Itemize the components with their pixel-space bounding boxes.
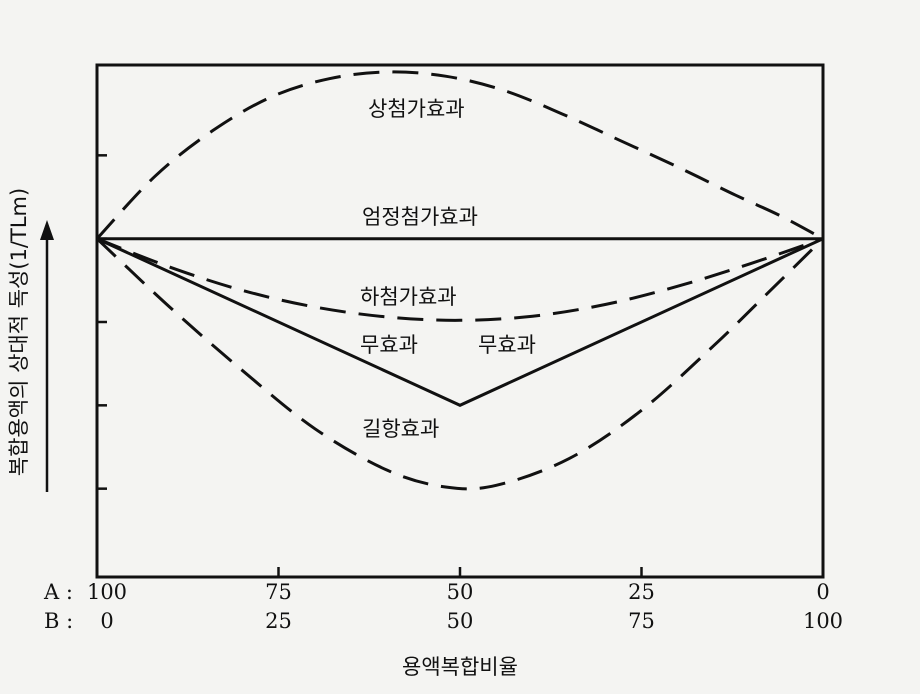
y-axis-title: 복합용액의 상대적 독성(1/TLm) [7, 188, 31, 476]
x-axis-title: 용액복합비율 [402, 655, 518, 679]
x-tick-label-a-0: 100 [87, 580, 127, 604]
curve-label-no-effect-right: 무효과 [478, 333, 536, 357]
x-tick-label-b-0: 0 [100, 609, 113, 633]
x-tick-label-a-3: 25 [628, 580, 655, 604]
curve-label-underadditive: 하첨가효과 [360, 285, 457, 309]
series-line-3 [96, 237, 824, 407]
curve-label-exact-additive: 엄정첨가효과 [362, 205, 478, 229]
curve-label-no-effect-left: 무효과 [360, 333, 418, 357]
y-axis-arrow [40, 220, 54, 492]
x-tick-label-b-3: 75 [628, 609, 655, 633]
x-tick-label-b-4: 100 [803, 609, 843, 633]
x-row-prefix-a: A : [43, 580, 73, 604]
x-tick-label-b-1: 25 [265, 609, 292, 633]
curve-label-overadditive: 상첨가효과 [368, 97, 465, 121]
x-tick-label-a-4: 0 [816, 580, 829, 604]
x-tick-label-b-2: 50 [447, 609, 474, 633]
series-line-2 [96, 237, 824, 322]
x-tick-label-a-2: 50 [447, 580, 474, 604]
series-group [95, 70, 825, 491]
series-line-0 [95, 70, 824, 241]
x-ticks: 100 0 75 25 50 50 25 75 0 100 [87, 567, 843, 633]
curve-label-antagonism: 길항효과 [362, 417, 439, 441]
series-line-4 [95, 237, 825, 491]
x-tick-label-a-1: 75 [265, 580, 292, 604]
x-row-prefix-b: B : [44, 609, 73, 633]
